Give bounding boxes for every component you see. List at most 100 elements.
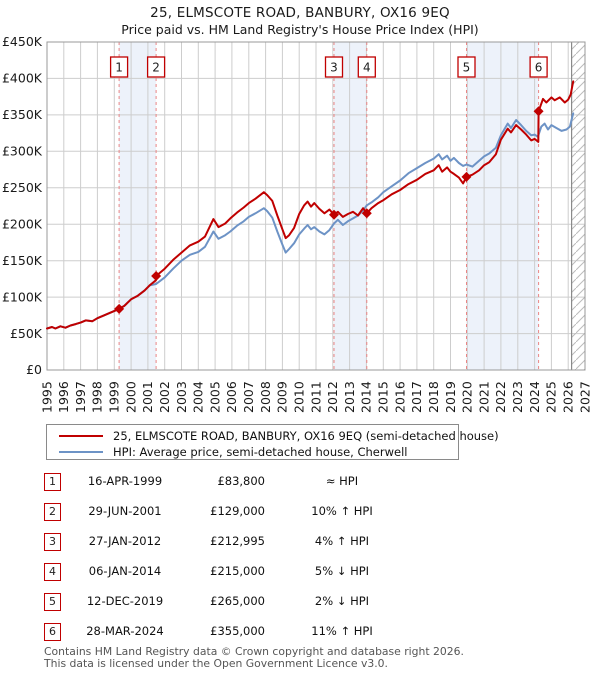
- sale-price: £212,995: [210, 534, 265, 548]
- sale-number-box: [457, 56, 476, 78]
- x-tick-label: 2024: [527, 381, 542, 413]
- sale-number: 6: [535, 61, 543, 75]
- x-tick-label: 2013: [342, 381, 357, 413]
- page-subtitle: Price paid vs. HM Land Registry's House …: [121, 22, 479, 37]
- x-tick-label: 1998: [90, 381, 105, 413]
- legend-item-price-paid: 25, ELMSCOTE ROAD, BANBURY, OX16 9EQ (se…: [47, 428, 499, 444]
- x-tick-label: 2008: [258, 381, 273, 413]
- x-tick-label: 2005: [207, 381, 222, 413]
- x-tick-label: 2007: [241, 381, 256, 413]
- x-tick-label: 2027: [577, 381, 592, 413]
- sale-marker-diamond: [461, 171, 472, 182]
- x-tick-label: 2003: [174, 381, 189, 413]
- y-tick-label: £450K: [2, 34, 43, 49]
- sale-price: £83,800: [217, 474, 265, 488]
- sale-vs-hpi: 5% ↓ HPI: [314, 564, 370, 578]
- x-tick-label: 2012: [325, 381, 340, 413]
- sale-row-number: 6: [44, 623, 61, 641]
- sale-vs-hpi: 2% ↓ HPI: [314, 594, 370, 608]
- ownership-band: [119, 42, 157, 370]
- page-title: 25, ELMSCOTE ROAD, BANBURY, OX16 9EQ: [150, 5, 450, 21]
- x-tick-label: 2017: [409, 381, 424, 413]
- x-tick-label: 2020: [460, 381, 475, 413]
- x-tick-label: 2010: [292, 381, 307, 413]
- sale-row-5: 5 12-DEC-2019 £265,000 2% ↓ HPI: [0, 593, 600, 613]
- license-note: Contains HM Land Registry data © Crown c…: [44, 645, 584, 670]
- sale-price: £215,000: [210, 564, 265, 578]
- x-tick-label: 2026: [561, 381, 576, 413]
- sale-number-box: [357, 56, 376, 78]
- y-tick-label: £200K: [2, 216, 43, 231]
- sale-number: 1: [115, 61, 123, 75]
- sale-vs-hpi: 10% ↑ HPI: [311, 504, 373, 518]
- price-paid-line: [46, 80, 575, 330]
- x-tick-label: 2004: [191, 381, 206, 413]
- x-tick-label: 1999: [107, 381, 122, 413]
- sale-date: 16-APR-1999: [87, 474, 163, 488]
- x-tick-label: 2000: [123, 381, 138, 413]
- sale-row-6: 6 28-MAR-2024 £355,000 11% ↑ HPI: [0, 623, 600, 643]
- sale-price: £129,000: [210, 504, 265, 518]
- x-tick-label: 2025: [544, 381, 559, 413]
- sale-row-4: 4 06-JAN-2014 £215,000 5% ↓ HPI: [0, 563, 600, 583]
- sale-date: 28-MAR-2024: [86, 624, 164, 638]
- sale-marker-diamond: [114, 303, 125, 314]
- sale-date: 27-JAN-2012: [88, 534, 162, 548]
- sale-number-box: [109, 56, 129, 78]
- sale-row-3: 3 27-JAN-2012 £212,995 4% ↑ HPI: [0, 533, 600, 553]
- sale-row-number: 4: [44, 563, 61, 581]
- sale-marker-diamond: [361, 208, 372, 219]
- price-chart: 1 2 3 4 5 6 £0 £50K £100K £150K £200K £250K £300K £35…: [2, 34, 592, 413]
- x-tick-label: 2009: [275, 381, 290, 413]
- sale-vs-hpi: 4% ↑ HPI: [314, 534, 370, 548]
- y-tick-label: £350K: [2, 107, 43, 122]
- future-hatch-region: [571, 42, 585, 370]
- sale-vs-hpi: ≈ HPI: [325, 474, 359, 488]
- sale-row-2: 2 29-JUN-2001 £129,000 10% ↑ HPI: [0, 503, 600, 523]
- sale-number-box: [146, 56, 166, 78]
- x-tick-label: 2002: [157, 381, 172, 413]
- x-tick-label: 2014: [359, 381, 374, 413]
- plot-border: [46, 41, 586, 371]
- legend-item-hpi: HPI: Average price, semi-detached house,…: [47, 444, 458, 460]
- sale-row-1: 1 16-APR-1999 £83,800 ≈ HPI: [0, 473, 600, 493]
- y-tick-label: £150K: [2, 253, 43, 268]
- y-tick-label: £250K: [2, 180, 43, 195]
- sale-vs-hpi: 11% ↑ HPI: [311, 624, 373, 638]
- x-tick-label: 1995: [39, 381, 54, 413]
- x-tick-label: 2018: [426, 381, 441, 413]
- sale-row-number: 1: [44, 473, 61, 491]
- x-tick-label: 2019: [443, 381, 458, 413]
- sale-date: 12-DEC-2019: [86, 594, 164, 608]
- x-tick-label: 2015: [376, 381, 391, 413]
- sale-number: 2: [152, 61, 160, 75]
- sale-row-number: 3: [44, 533, 61, 551]
- ownership-band: [334, 42, 367, 370]
- y-tick-label: £100K: [2, 289, 43, 304]
- y-tick-label: £50K: [10, 326, 43, 341]
- sale-date: 06-JAN-2014: [88, 564, 162, 578]
- x-tick-label: 2021: [476, 381, 491, 413]
- sale-number-box: [324, 56, 344, 78]
- sale-price: £265,000: [210, 594, 265, 608]
- sale-number: 4: [363, 61, 371, 75]
- sale-date: 29-JUN-2001: [88, 504, 162, 518]
- x-tick-label: 2006: [224, 381, 239, 413]
- x-tick-label: 2001: [140, 381, 155, 413]
- x-tick-label: 2011: [308, 381, 323, 413]
- x-tick-label: 1996: [56, 381, 71, 413]
- price-line-swatch: [59, 435, 103, 437]
- y-tick-label: £400K: [2, 71, 43, 86]
- ownership-band: [466, 42, 539, 370]
- hpi-line-swatch: [59, 451, 103, 453]
- y-tick-label: £0: [26, 362, 42, 377]
- x-tick-label: 2022: [493, 381, 508, 413]
- x-tick-label: 2016: [392, 381, 407, 413]
- y-tick-label: £300K: [2, 144, 43, 159]
- sale-marker-diamond: [328, 209, 339, 220]
- x-tick-label: 1997: [73, 381, 88, 413]
- sale-marker-diamond: [151, 270, 162, 281]
- sale-marker-diamond: [533, 106, 544, 117]
- chart-legend: 25, ELMSCOTE ROAD, BANBURY, OX16 9EQ (se…: [46, 424, 499, 460]
